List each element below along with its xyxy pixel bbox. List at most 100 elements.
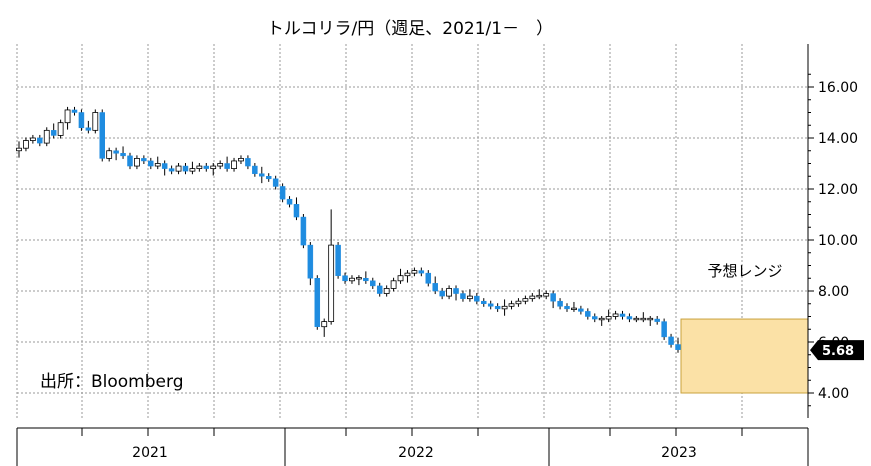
candle: [335, 242, 341, 279]
candle: [148, 157, 154, 170]
candle-body: [168, 168, 175, 172]
candle: [127, 152, 133, 170]
candle: [487, 300, 494, 310]
candle-body: [99, 112, 105, 159]
candle: [578, 305, 584, 315]
candle-body: [536, 294, 543, 298]
candle: [432, 276, 438, 295]
candle: [598, 315, 605, 326]
candle: [619, 310, 626, 320]
candle-body: [654, 318, 660, 322]
candle-body: [106, 150, 113, 159]
candle: [293, 197, 300, 221]
candle-body: [37, 137, 43, 144]
candle: [654, 315, 660, 325]
candle: [349, 275, 355, 284]
candle-body: [668, 336, 674, 345]
candle-body: [321, 321, 328, 328]
candle: [259, 166, 265, 184]
candle-body: [300, 216, 307, 246]
candle: [640, 312, 647, 323]
candle: [494, 303, 501, 312]
candle-body: [494, 306, 501, 310]
candle-body: [217, 163, 224, 167]
candle: [245, 155, 251, 170]
candle-body: [626, 316, 633, 320]
candle-body: [196, 165, 203, 170]
candle: [446, 285, 452, 300]
candle-body: [585, 311, 591, 317]
candle-body: [259, 173, 265, 177]
candle-body: [640, 317, 647, 321]
candle-body: [508, 303, 515, 307]
candle: [99, 109, 105, 162]
y-tick-label: 16.00: [818, 80, 858, 96]
candle-body: [224, 163, 230, 169]
candle-body: [404, 272, 411, 277]
x-tick-label: 2022: [398, 445, 434, 461]
candle-body: [578, 308, 584, 312]
y-tick-label: 8.00: [818, 284, 849, 300]
x-tick-label: 2021: [132, 445, 168, 461]
candle: [92, 109, 99, 134]
candle-body: [397, 275, 404, 282]
candle: [675, 337, 681, 353]
candle-body: [265, 176, 272, 180]
candle: [224, 156, 230, 172]
candle-body: [474, 295, 480, 302]
candle-body: [71, 109, 78, 113]
candle-body: [148, 160, 154, 167]
candle: [321, 318, 328, 337]
candle-body: [245, 158, 251, 167]
candle-body: [154, 163, 161, 167]
last-price-badge-shape: [810, 340, 864, 361]
candle: [661, 318, 667, 340]
candle-body: [85, 127, 92, 131]
candle-body: [252, 165, 258, 174]
candle: [16, 141, 22, 158]
candle: [529, 293, 536, 302]
candle: [113, 147, 119, 161]
candle-body: [356, 277, 362, 280]
forecast-label: 予想レンジ: [707, 262, 782, 280]
candle-body: [418, 270, 425, 274]
candle: [37, 134, 43, 147]
candle: [43, 127, 50, 147]
candle-body: [411, 270, 418, 274]
candle: [50, 123, 57, 139]
candle-body: [203, 165, 210, 169]
candle: [203, 162, 210, 172]
candle: [592, 313, 598, 323]
candle-body: [557, 300, 563, 307]
candle-body: [335, 244, 341, 276]
candle: [557, 298, 563, 310]
candle: [141, 155, 147, 165]
candle-body: [175, 165, 182, 172]
candle-body: [134, 157, 140, 167]
candle: [363, 271, 369, 284]
forecast-range-box: [680, 318, 809, 394]
y-tick-label: 4.00: [818, 386, 849, 402]
candle-body: [161, 163, 168, 169]
candle-body: [425, 272, 432, 284]
candle-body: [29, 137, 36, 141]
candle: [29, 134, 36, 144]
candle-body: [370, 280, 376, 287]
candle-body: [550, 293, 556, 302]
candle-body: [293, 204, 300, 218]
candle: [647, 315, 654, 326]
candle: [78, 109, 85, 131]
candle: [217, 160, 224, 170]
candle-body: [571, 307, 577, 311]
candle-body: [279, 186, 286, 200]
candle-body: [286, 198, 293, 205]
candle-body: [383, 288, 390, 294]
candle-body: [633, 317, 640, 321]
candle-body: [453, 288, 459, 294]
candle: [411, 267, 418, 277]
candle: [633, 315, 640, 323]
candle-body: [522, 298, 529, 302]
candle: [390, 277, 397, 292]
candle-body: [328, 244, 335, 323]
candle: [508, 300, 515, 310]
